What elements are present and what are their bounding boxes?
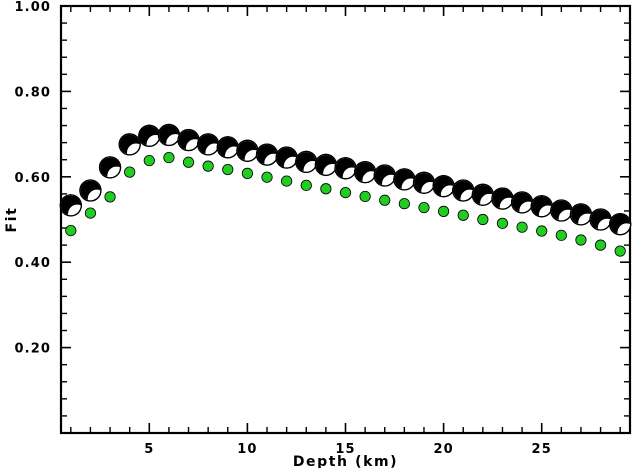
green-dot-series [65, 151, 626, 257]
y-axis-title: Fit [4, 207, 20, 233]
data-point-beachball [373, 164, 396, 187]
data-point-green [261, 171, 273, 183]
data-point-green [124, 166, 136, 178]
x-tick-label: 15 [335, 442, 355, 457]
data-point-green [398, 198, 410, 210]
data-point-beachball [334, 157, 357, 180]
data-point-green [300, 179, 312, 191]
data-point-green [182, 156, 195, 168]
data-point-green [575, 234, 587, 246]
data-point-green [379, 194, 391, 206]
x-axis-title: Depth (km) [293, 454, 398, 468]
data-point-green [84, 207, 97, 219]
y-tick-label: 0.40 [15, 256, 51, 271]
data-point-beachball [118, 133, 141, 156]
data-point-green [496, 217, 509, 229]
data-point-beachball [609, 213, 632, 236]
plot-frame [59, 4, 632, 435]
data-point-beachball [314, 153, 338, 176]
data-point-green [163, 151, 175, 164]
data-point-green [536, 225, 548, 237]
data-point-beachball [491, 187, 514, 210]
data-point-beachball [216, 136, 239, 159]
data-point-green [555, 229, 567, 241]
data-point-green [477, 213, 489, 226]
y-tick-label: 0.80 [15, 85, 51, 100]
data-point-beachball [236, 139, 259, 162]
data-point-green [614, 245, 626, 257]
axis-layer [59, 4, 632, 435]
data-point-beachball [510, 191, 534, 214]
data-point-green [281, 175, 293, 187]
data-point-green [516, 221, 528, 233]
data-point-green [438, 205, 450, 217]
data-layer [59, 123, 632, 257]
data-point-green [143, 154, 155, 167]
data-point-beachball [157, 123, 181, 147]
data-point-beachball [98, 156, 122, 179]
data-point-beachball [59, 194, 82, 217]
x-tick-label: 20 [433, 442, 453, 457]
data-point-beachball [295, 150, 318, 174]
data-point-green [457, 209, 469, 221]
data-point-green [320, 183, 332, 195]
data-point-beachball [177, 128, 200, 152]
data-point-green [339, 186, 352, 199]
data-point-beachball [471, 183, 494, 206]
data-point-beachball [275, 146, 298, 169]
data-point-beachball [255, 143, 279, 166]
beachball-series [59, 123, 632, 236]
x-tick-label: 5 [144, 442, 154, 457]
data-point-green [241, 167, 253, 179]
y-tick-label: 1.00 [15, 0, 51, 15]
data-point-green [222, 163, 234, 176]
data-point-beachball [452, 179, 475, 202]
data-point-green [202, 160, 214, 172]
data-point-beachball [530, 195, 553, 218]
data-point-beachball [353, 160, 377, 184]
data-point-green [104, 191, 116, 203]
data-point-green [65, 225, 77, 237]
x-tick-label: 25 [532, 442, 552, 457]
data-point-beachball [550, 199, 573, 222]
y-tick-label: 0.20 [15, 342, 51, 357]
data-point-green [359, 190, 371, 203]
data-point-green [594, 239, 607, 251]
data-point-beachball [432, 175, 455, 198]
y-tick-label: 0.60 [15, 171, 51, 186]
x-tick-label: 10 [237, 442, 257, 457]
data-point-beachball [138, 124, 161, 147]
data-point-beachball [197, 133, 220, 156]
axis-labels: 5 10 15 20 25 0.20 0.40 0.60 0.80 1.00 Depth (km) F… [4, 0, 552, 468]
data-point-beachball [393, 168, 416, 191]
data-point-beachball [589, 208, 612, 231]
data-point-beachball [79, 179, 102, 202]
data-point-green [418, 201, 430, 214]
